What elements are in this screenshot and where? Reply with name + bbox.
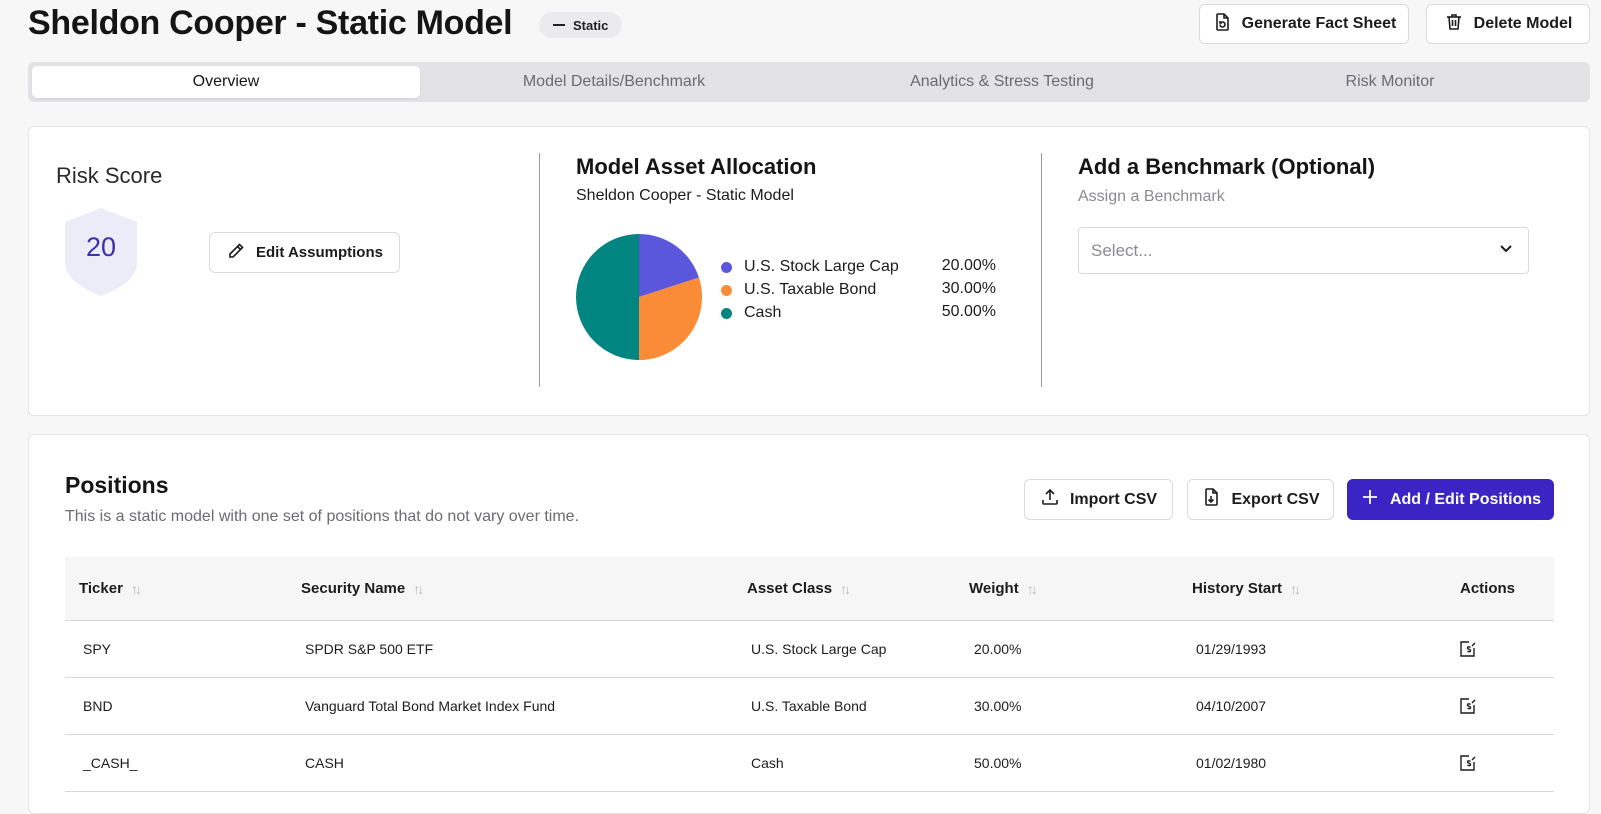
trash-icon xyxy=(1444,12,1464,37)
file-download-icon xyxy=(1201,487,1221,512)
page-title: Sheldon Cooper - Static Model xyxy=(28,4,513,42)
allocation-title: Model Asset Allocation xyxy=(576,154,817,179)
tab-model-details-benchmark[interactable]: Model Details/Benchmark xyxy=(522,73,706,90)
column-label: Actions xyxy=(1460,580,1516,597)
tab-overview[interactable]: Overview xyxy=(32,66,420,98)
cell-security-name: SPDR S&P 500 ETF xyxy=(305,641,434,657)
legend-dot-icon xyxy=(721,307,732,319)
sort-icon[interactable]: ↑↓ xyxy=(1026,580,1038,597)
cell-weight: 50.00% xyxy=(974,755,1022,771)
cell-ticker: _CASH_ xyxy=(83,755,138,771)
cell-ticker: SPY xyxy=(83,641,112,657)
cell-history-start: 01/02/1980 xyxy=(1196,755,1267,771)
cell-asset-class: Cash xyxy=(751,755,784,771)
allocation-pie-chart xyxy=(576,234,702,360)
add-edit-positions-button[interactable]: Add / Edit Positions xyxy=(1347,479,1554,520)
risk-score-value: 20 xyxy=(85,232,117,262)
legend-dot-icon xyxy=(721,284,732,296)
edit-note-icon[interactable] xyxy=(1458,753,1478,773)
document-refresh-icon xyxy=(1212,12,1232,37)
table-row: SPY SPDR S&P 500 ETF U.S. Stock Large Ca… xyxy=(65,621,1554,678)
legend-item: U.S. Stock Large Cap xyxy=(721,256,899,278)
divider xyxy=(539,153,540,387)
add-edit-positions-label: Add / Edit Positions xyxy=(1389,490,1542,508)
dash-icon xyxy=(553,24,565,26)
sort-icon[interactable]: ↑↓ xyxy=(840,580,851,597)
cell-weight: 20.00% xyxy=(974,641,1022,657)
legend-value: 20.00% xyxy=(941,257,996,274)
delete-model-label: Delete Model xyxy=(1473,15,1573,32)
benchmark-select-value: Select... xyxy=(1091,240,1153,260)
cell-asset-class: U.S. Taxable Bond xyxy=(751,698,867,714)
sort-icon[interactable]: ↑↓ xyxy=(413,580,424,597)
benchmark-subtitle: Assign a Benchmark xyxy=(1078,188,1225,205)
status-badge-label: Static xyxy=(573,17,609,33)
column-header-weight[interactable]: Weight ↑↓ xyxy=(969,580,1038,597)
tab-analytics-stress-testing[interactable]: Analytics & Stress Testing xyxy=(910,73,1094,90)
column-header-actions: Actions xyxy=(1460,580,1515,597)
edit-assumptions-button[interactable]: Edit Assumptions xyxy=(209,232,400,273)
plus-icon xyxy=(1360,487,1380,512)
column-label: Ticker xyxy=(79,580,123,597)
edit-note-icon[interactable] xyxy=(1458,639,1478,659)
legend-label: U.S. Taxable Bond xyxy=(744,281,877,298)
export-csv-button[interactable]: Export CSV xyxy=(1187,479,1334,520)
pie-slice-cash xyxy=(576,234,639,360)
sort-icon[interactable]: ↑↓ xyxy=(130,580,142,597)
cell-asset-class: U.S. Stock Large Cap xyxy=(751,641,887,657)
divider xyxy=(1041,153,1042,387)
cell-weight: 30.00% xyxy=(974,698,1022,714)
shield-icon xyxy=(63,206,139,298)
pie-slice-u-s-taxable-bond xyxy=(639,277,702,360)
export-csv-label: Export CSV xyxy=(1231,490,1320,508)
benchmark-select[interactable]: Select... xyxy=(1078,227,1529,274)
pencil-icon xyxy=(226,241,246,265)
risk-score-title: Risk Score xyxy=(56,163,163,188)
tab-bar: Overview Model Details/Benchmark Analyti… xyxy=(28,62,1590,102)
sort-icon[interactable]: ↑↓ xyxy=(1290,580,1301,597)
legend-item: U.S. Taxable Bond xyxy=(721,279,876,301)
positions-title: Positions xyxy=(65,472,169,498)
column-label: Security Name xyxy=(301,580,406,597)
allocation-subtitle: Sheldon Cooper - Static Model xyxy=(576,187,794,204)
legend-label: U.S. Stock Large Cap xyxy=(744,258,899,275)
column-label: History Start xyxy=(1192,580,1283,597)
edit-assumptions-label: Edit Assumptions xyxy=(256,244,383,261)
legend-value: 50.00% xyxy=(941,303,996,320)
column-header-security-name[interactable]: Security Name ↑↓ xyxy=(301,580,424,597)
column-label: Asset Class xyxy=(747,580,833,597)
positions-table-header: Ticker ↑↓ Security Name ↑↓ Asset Class ↑↓ W… xyxy=(65,557,1554,621)
column-header-history-start[interactable]: History Start ↑↓ xyxy=(1192,580,1301,597)
chevron-down-icon xyxy=(1498,240,1514,261)
generate-fact-sheet-button[interactable]: Generate Fact Sheet xyxy=(1199,4,1409,44)
table-row: _CASH_ CASH Cash 50.00% 01/02/1980 xyxy=(65,735,1554,792)
edit-note-icon[interactable] xyxy=(1458,696,1478,716)
pie-slice-u-s-stock-large-cap xyxy=(639,234,699,297)
status-badge: Static xyxy=(539,12,623,38)
column-header-asset-class[interactable]: Asset Class ↑↓ xyxy=(747,580,851,597)
table-row: BND Vanguard Total Bond Market Index Fun… xyxy=(65,678,1554,735)
benchmark-title: Add a Benchmark (Optional) xyxy=(1078,154,1376,179)
upload-icon xyxy=(1040,487,1060,512)
cell-security-name: Vanguard Total Bond Market Index Fund xyxy=(305,698,556,714)
legend-value: 30.00% xyxy=(941,280,996,297)
cell-ticker: BND xyxy=(83,698,113,714)
import-csv-label: Import CSV xyxy=(1069,490,1158,508)
column-label: Weight xyxy=(969,580,1019,597)
cell-history-start: 04/10/2007 xyxy=(1196,698,1267,714)
delete-model-button[interactable]: Delete Model xyxy=(1426,4,1590,44)
generate-fact-sheet-label: Generate Fact Sheet xyxy=(1241,15,1397,32)
import-csv-button[interactable]: Import CSV xyxy=(1024,479,1173,520)
legend-dot-icon xyxy=(721,261,732,273)
legend-label: Cash xyxy=(744,304,782,321)
cell-history-start: 01/29/1993 xyxy=(1196,641,1267,657)
column-header-ticker[interactable]: Ticker ↑↓ xyxy=(79,580,142,597)
tab-risk-monitor[interactable]: Risk Monitor xyxy=(1345,73,1435,90)
legend-item: Cash xyxy=(721,302,781,324)
cell-security-name: CASH xyxy=(305,755,344,771)
positions-description: This is a static model with one set of p… xyxy=(65,508,580,525)
